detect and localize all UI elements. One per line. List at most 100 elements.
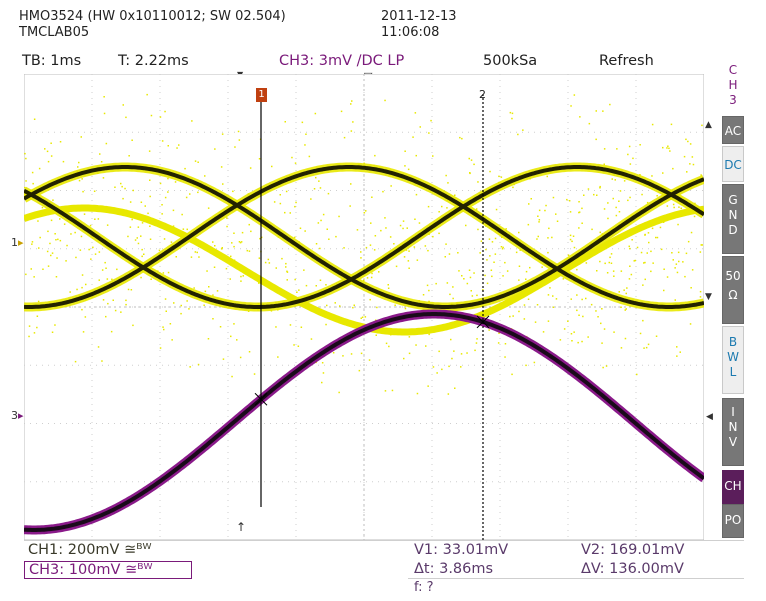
noise-dot xyxy=(74,231,76,234)
noise-dot xyxy=(468,269,471,271)
noise-dot xyxy=(315,243,318,245)
noise-dot xyxy=(620,306,622,308)
noise-dot xyxy=(259,237,261,240)
right-edge-marker-icon: ◀ xyxy=(706,412,713,422)
noise-dot xyxy=(385,342,388,345)
noise-dot xyxy=(578,211,581,213)
acquisition-mode[interactable]: Refresh xyxy=(599,53,654,69)
noise-dot xyxy=(523,304,526,306)
noise-dot xyxy=(529,266,531,269)
noise-dot xyxy=(468,157,470,160)
noise-dot xyxy=(419,126,421,128)
noise-dot xyxy=(308,155,311,158)
noise-dot xyxy=(80,235,83,238)
noise-dot xyxy=(222,358,225,360)
noise-dot xyxy=(221,133,224,135)
noise-dot xyxy=(301,121,304,124)
noise-dot xyxy=(122,104,124,106)
ch3-ground-marker[interactable]: 3▸ xyxy=(11,409,24,422)
noise-dot xyxy=(264,261,267,264)
noise-dot xyxy=(477,181,479,183)
noise-dot xyxy=(120,182,122,185)
noise-dot xyxy=(530,198,532,200)
noise-dot xyxy=(24,186,26,189)
noise-dot xyxy=(504,261,506,264)
cursor-1-label[interactable]: 1 xyxy=(256,88,267,102)
trigger-time-readout[interactable]: T: 2.22ms xyxy=(118,53,189,69)
noise-dot xyxy=(319,187,322,189)
ch1-scale-readout[interactable]: CH1: 200mV ≅ᴮᵂ xyxy=(28,542,152,558)
noise-dot xyxy=(671,252,673,254)
noise-dot xyxy=(578,201,580,203)
noise-dot xyxy=(682,261,684,263)
noise-dot xyxy=(141,248,143,251)
scroll-up-icon[interactable]: ▲ xyxy=(705,120,712,130)
noise-dot xyxy=(504,343,507,345)
noise-dot xyxy=(388,345,390,348)
noise-dot xyxy=(572,235,575,237)
noise-dot xyxy=(150,278,152,280)
noise-dot xyxy=(687,240,690,243)
noise-dot xyxy=(69,291,71,293)
noise-dot xyxy=(500,176,503,178)
noise-dot xyxy=(371,272,373,275)
position-button[interactable]: PO xyxy=(722,504,744,538)
noise-dot xyxy=(275,326,277,328)
noise-dot xyxy=(461,275,463,277)
channel-button[interactable]: CH xyxy=(722,470,744,504)
noise-dot xyxy=(618,211,621,213)
noise-dot xyxy=(144,205,146,207)
noise-dot xyxy=(603,328,606,330)
noise-dot xyxy=(402,227,404,230)
noise-dot xyxy=(51,331,54,333)
noise-dot xyxy=(107,302,109,305)
noise-dot xyxy=(132,324,134,327)
noise-dot xyxy=(172,209,175,212)
noise-dot xyxy=(158,249,161,252)
noise-dot xyxy=(171,339,173,341)
noise-dot xyxy=(313,188,316,190)
ch1-ground-marker[interactable]: 1▸ xyxy=(11,236,24,249)
noise-dot xyxy=(651,227,654,230)
impedance-50-ohm-button[interactable]: 50 Ω xyxy=(722,256,744,324)
noise-dot xyxy=(320,219,322,222)
noise-dot xyxy=(101,269,104,271)
noise-dot xyxy=(626,287,628,289)
noise-dot xyxy=(655,335,658,337)
noise-dot xyxy=(159,116,162,118)
noise-dot xyxy=(518,265,521,267)
timebase-readout[interactable]: TB: 1ms xyxy=(22,53,82,69)
noise-dot xyxy=(356,229,359,231)
cursor-2-label[interactable]: 2 xyxy=(479,88,486,101)
trigger-readout[interactable]: CH3: 3mV ∕DC LP xyxy=(279,53,405,69)
noise-dot xyxy=(365,246,368,249)
noise-dot xyxy=(432,235,434,238)
noise-dot xyxy=(505,228,507,230)
scope-screen xyxy=(24,74,704,540)
noise-dot xyxy=(89,224,92,227)
coupling-ac-button[interactable]: AC xyxy=(722,116,744,144)
noise-dot xyxy=(541,266,543,268)
noise-dot xyxy=(127,288,130,291)
noise-dot xyxy=(692,163,695,166)
noise-dot xyxy=(432,366,435,368)
noise-dot xyxy=(494,253,497,255)
noise-dot xyxy=(427,385,429,387)
noise-dot xyxy=(55,276,58,278)
noise-dot xyxy=(495,208,498,211)
noise-dot xyxy=(629,196,631,199)
noise-dot xyxy=(303,269,305,271)
noise-dot xyxy=(699,296,702,298)
noise-dot xyxy=(646,252,648,254)
ch3-scale-readout[interactable]: CH3: 100mV ≅ᴮᵂ xyxy=(24,561,192,579)
noise-dot xyxy=(222,183,224,185)
sample-rate-readout[interactable]: 500kSa xyxy=(483,53,538,69)
noise-dot xyxy=(684,275,686,278)
coupling-dc-button[interactable]: DC xyxy=(722,146,744,182)
scroll-down-icon[interactable]: ▼ xyxy=(705,292,712,302)
noise-dot xyxy=(325,284,327,286)
noise-dot xyxy=(428,289,430,292)
